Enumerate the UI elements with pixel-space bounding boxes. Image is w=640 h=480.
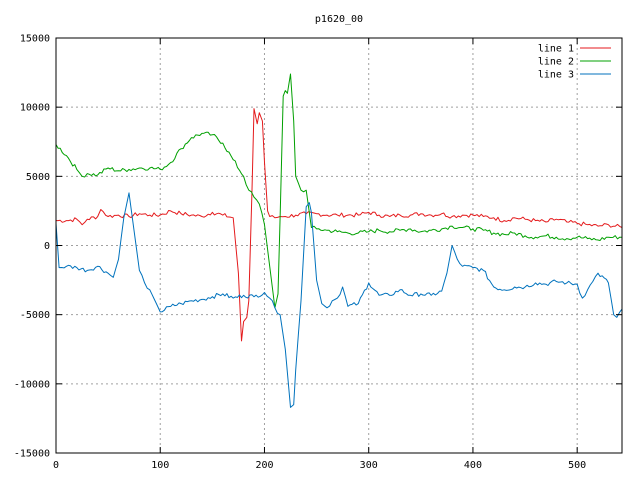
x-tick-label: 100 xyxy=(151,460,169,471)
series-layer xyxy=(55,73,623,408)
x-tick-label: 200 xyxy=(255,460,273,471)
x-tick-label: 400 xyxy=(464,460,482,471)
series-line-1 xyxy=(56,108,623,342)
series-line-3 xyxy=(55,192,623,408)
y-tick-label: -5000 xyxy=(20,310,50,321)
chart-title: p1620_00 xyxy=(315,14,363,25)
legend: line 1 line 2 line 3 xyxy=(538,44,611,81)
x-tick-label: 500 xyxy=(568,460,586,471)
y-tick-label: 0 xyxy=(44,241,50,252)
legend-label: line 3 xyxy=(538,70,574,81)
y-tick-label: 10000 xyxy=(20,103,50,114)
legend-label: line 1 xyxy=(538,44,574,55)
ticks: 0 100 200 300 400 500 -15000 -10000 -5000 0 5000 10… xyxy=(14,34,622,471)
grid xyxy=(56,38,622,453)
x-tick-label: 300 xyxy=(360,460,378,471)
y-tick-label: 15000 xyxy=(20,34,50,45)
legend-label: line 2 xyxy=(538,57,574,68)
y-tick-label: 5000 xyxy=(26,172,50,183)
series-line-2 xyxy=(55,73,622,309)
x-tick-label: 0 xyxy=(53,460,59,471)
y-tick-label: -15000 xyxy=(14,449,50,460)
y-tick-label: -10000 xyxy=(14,379,50,390)
